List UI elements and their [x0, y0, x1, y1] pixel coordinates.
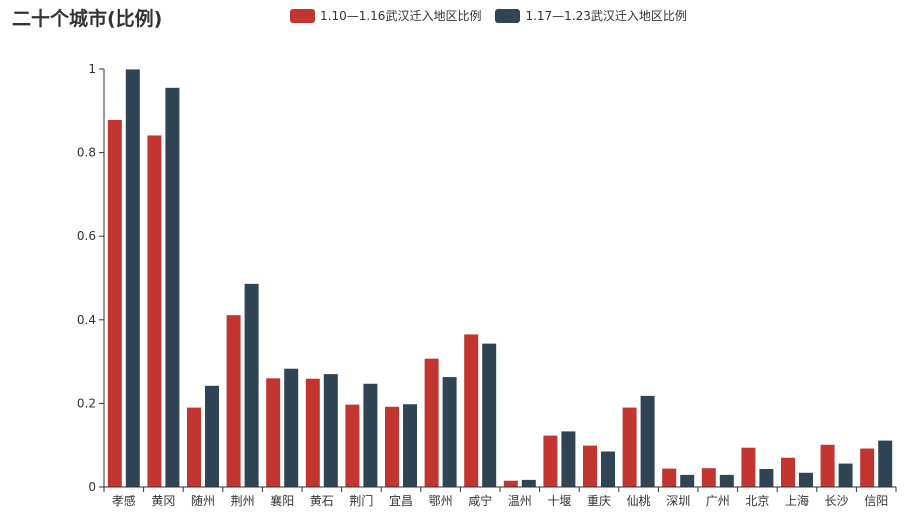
x-tick-label: 重庆	[587, 494, 611, 508]
bar[interactable]	[464, 334, 479, 487]
bar[interactable]	[125, 69, 140, 487]
bar[interactable]	[363, 383, 378, 487]
x-tick-label: 襄阳	[270, 493, 294, 508]
bar[interactable]	[147, 135, 162, 487]
x-tick-label: 上海	[785, 493, 809, 508]
chart-title: 二十个城市(比例)	[12, 8, 163, 30]
bar[interactable]	[345, 404, 360, 487]
bar[interactable]	[442, 377, 457, 487]
x-tick-label: 长沙	[825, 494, 849, 508]
bar[interactable]	[107, 119, 122, 487]
bar[interactable]	[561, 431, 576, 487]
x-tick-label: 咸宁	[468, 493, 492, 508]
bar[interactable]	[860, 448, 875, 487]
bar[interactable]	[521, 479, 536, 487]
bar[interactable]	[680, 474, 695, 487]
legend: 1.10—1.16武汉迁入地区比例 1.17—1.23武汉迁入地区比例	[290, 7, 687, 24]
bar[interactable]	[662, 468, 677, 487]
bar[interactable]	[640, 395, 655, 487]
x-tick-label: 孝感	[112, 493, 136, 508]
y-tick-label: 0.2	[77, 396, 96, 410]
bar[interactable]	[820, 444, 835, 487]
bar[interactable]	[226, 315, 241, 487]
x-tick-label: 随州	[191, 493, 215, 508]
bar[interactable]	[701, 468, 716, 487]
legend-label-series-1: 1.10—1.16武汉迁入地区比例	[320, 9, 482, 23]
bar[interactable]	[583, 445, 597, 487]
x-tick-label: 鄂州	[429, 494, 453, 508]
legend-item-series-2[interactable]: 1.17—1.23武汉迁入地区比例	[495, 7, 687, 24]
bar[interactable]	[187, 407, 201, 487]
bar[interactable]	[759, 469, 774, 487]
bar[interactable]	[878, 440, 893, 487]
y-tick-label: 1	[88, 62, 96, 76]
legend-swatch-series-1	[290, 8, 315, 23]
x-tick-label: 广州	[706, 494, 730, 508]
x-tick-label: 仙桃	[627, 493, 651, 508]
bar[interactable]	[719, 474, 734, 487]
x-tick-label: 宜昌	[389, 493, 413, 508]
bar[interactable]	[622, 407, 637, 487]
bar[interactable]	[543, 435, 558, 487]
bar[interactable]	[838, 463, 853, 487]
bar[interactable]	[482, 343, 497, 487]
bar[interactable]	[244, 283, 259, 487]
x-tick-label: 荆门	[349, 493, 373, 508]
x-tick-label: 深圳	[666, 494, 690, 508]
bar[interactable]	[165, 87, 180, 487]
bar[interactable]	[323, 374, 338, 487]
legend-label-series-2: 1.17—1.23武汉迁入地区比例	[525, 9, 687, 23]
x-tick-label: 黄冈	[151, 494, 175, 508]
bar[interactable]	[403, 404, 417, 487]
x-tick-label: 北京	[745, 494, 769, 508]
x-tick-label: 黄石	[310, 494, 334, 508]
legend-item-series-1[interactable]: 1.10—1.16武汉迁入地区比例	[290, 7, 481, 24]
bar[interactable]	[601, 451, 615, 487]
bar[interactable]	[781, 457, 795, 487]
bar[interactable]	[503, 480, 518, 487]
x-tick-label: 信阳	[864, 494, 888, 508]
bar[interactable]	[799, 472, 813, 487]
bar[interactable]	[284, 368, 299, 487]
y-tick-label: 0	[88, 480, 96, 494]
bar[interactable]	[266, 378, 281, 487]
y-tick-label: 0.4	[77, 313, 96, 327]
legend-swatch-series-2	[495, 8, 521, 23]
y-tick-label: 0.8	[77, 146, 96, 160]
x-tick-label: 荆州	[231, 494, 255, 508]
bar[interactable]	[741, 447, 756, 487]
bar[interactable]	[305, 378, 320, 487]
bar[interactable]	[385, 406, 399, 487]
x-tick-label: 十堰	[547, 494, 571, 508]
x-tick-label: 温州	[508, 494, 532, 508]
bar[interactable]	[205, 385, 219, 487]
y-tick-label: 0.6	[77, 229, 96, 243]
bar[interactable]	[424, 358, 439, 487]
